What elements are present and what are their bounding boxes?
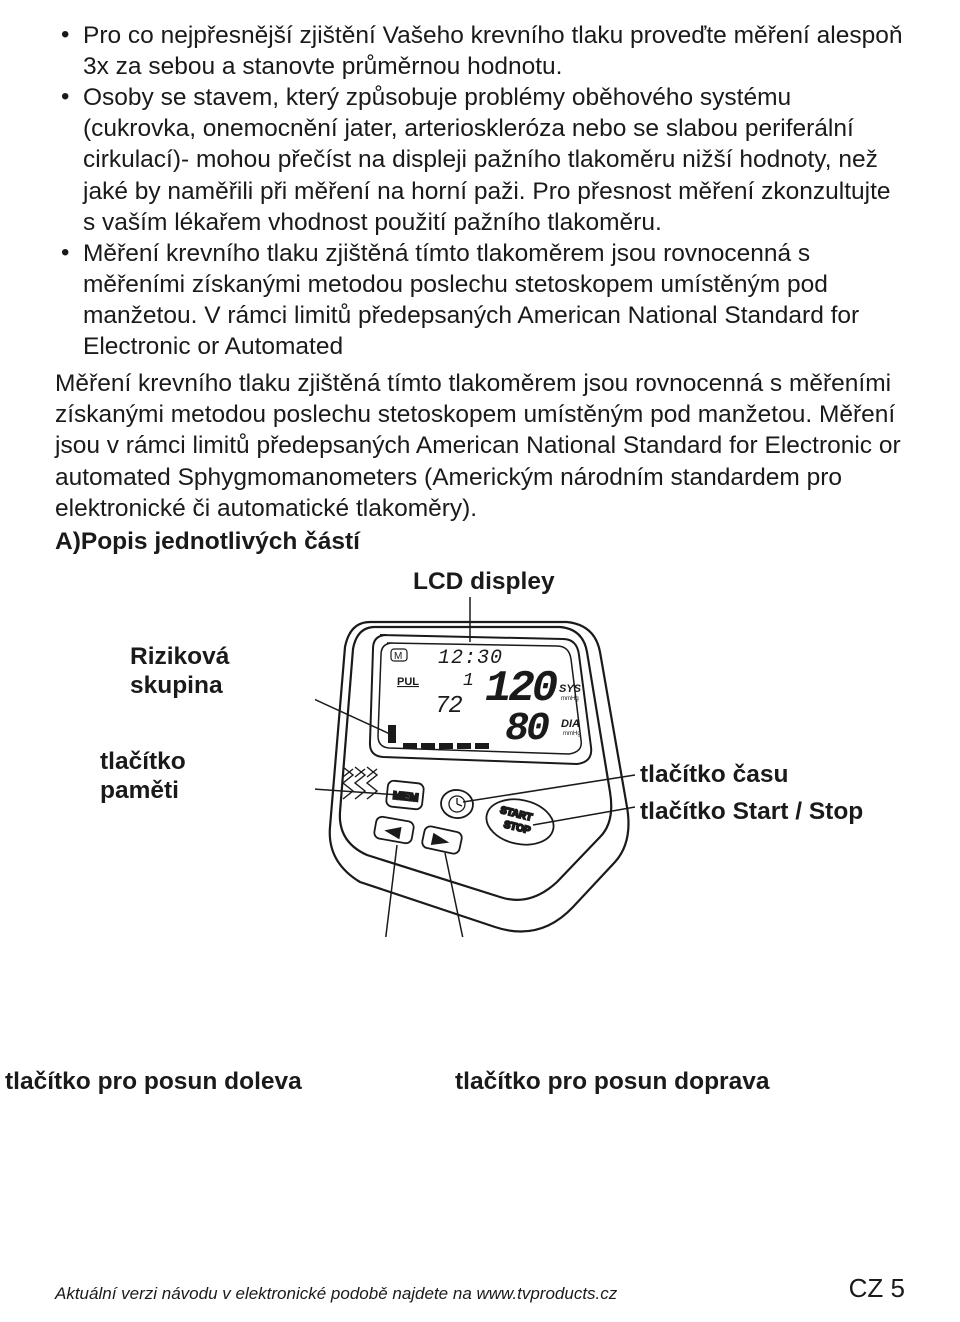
- bullet-list: Pro co nejpřesnější zjištění Vašeho krev…: [55, 20, 905, 362]
- label-memory-l2: paměti: [100, 777, 179, 804]
- continuation-paragraph: Měření krevního tlaku zjištěná tímto tla…: [55, 368, 905, 524]
- display-dia: 80: [505, 707, 549, 752]
- label-left-button: tlačítko pro posun doleva: [5, 1067, 302, 1096]
- display-pulse: 72: [435, 693, 462, 720]
- bullet-item: Osoby se stavem, který způsobuje problém…: [55, 82, 905, 238]
- dia-label: DIA: [561, 718, 580, 730]
- m-indicator: M: [394, 651, 402, 662]
- section-heading: A)Popis jednotlivých částí: [55, 526, 905, 557]
- label-memory-l1: tlačítko: [100, 748, 186, 775]
- page-footer: Aktuální verzi návodu v elektronické pod…: [55, 1273, 905, 1304]
- pul-label: PUL: [397, 676, 419, 688]
- device-diagram: LCD displey Riziková skupina tlačítko pa…: [55, 567, 905, 1127]
- label-risk-group-l1: Riziková: [130, 643, 229, 670]
- mmhg-2: mmHg: [563, 731, 581, 737]
- label-start-stop-button: tlačítko Start / Stop: [640, 797, 863, 826]
- label-risk-group: Riziková skupina: [130, 642, 229, 701]
- sys-label: SYS: [559, 683, 582, 695]
- label-risk-group-l2: skupina: [130, 672, 223, 699]
- label-right-button: tlačítko pro posun doprava: [455, 1067, 769, 1096]
- bullet-item: Měření krevního tlaku zjištěná tímto tla…: [55, 238, 905, 362]
- label-lcd-display: LCD displey: [413, 567, 555, 596]
- svg-text:1: 1: [463, 671, 474, 691]
- page-number: CZ 5: [849, 1273, 905, 1304]
- label-memory-button: tlačítko paměti: [100, 747, 186, 806]
- label-time-button: tlačítko času: [640, 760, 788, 789]
- bullet-item: Pro co nejpřesnější zjištění Vašeho krev…: [55, 20, 905, 82]
- footer-note: Aktuální verzi návodu v elektronické pod…: [55, 1284, 617, 1304]
- mmhg-1: mmHg: [561, 696, 579, 702]
- device-illustration: M PUL 12:30 1 72 120 80 SYS mmHg DIA mmH…: [315, 597, 645, 937]
